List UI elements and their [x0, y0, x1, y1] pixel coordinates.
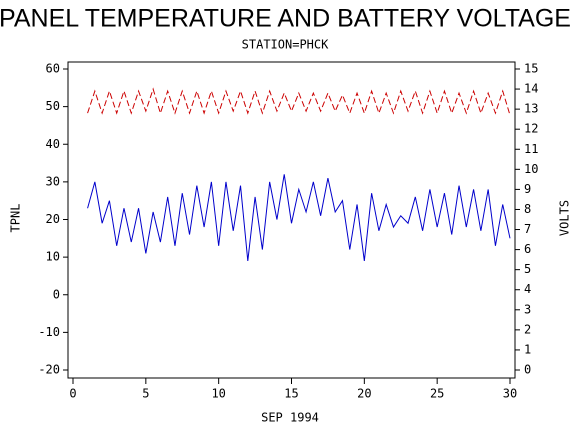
y2-tick-label: 1 [524, 342, 531, 356]
y-tick-label: 0 [53, 287, 60, 301]
y-tick-label: 10 [46, 250, 60, 264]
series-line [87, 87, 511, 116]
y2-tick-label: 9 [524, 182, 531, 196]
y2-tick-label: 2 [524, 322, 531, 336]
y2-tick-label: 3 [524, 302, 531, 316]
x-tick-label: 10 [211, 387, 225, 401]
y2-axis-label: VOLTS [558, 200, 570, 236]
chart-subtitle: STATION=PHCK [242, 38, 329, 52]
y-tick-label: 60 [46, 62, 60, 76]
y2-tick-label: 5 [524, 262, 531, 276]
y2-tick-label: 4 [524, 282, 531, 296]
y2-tick-label: 10 [524, 162, 538, 176]
y2-tick-label: 15 [524, 62, 538, 76]
x-tick-label: 20 [357, 387, 371, 401]
x-tick-label: 15 [284, 387, 298, 401]
chart-title: PANEL TEMPERATURE AND BATTERY VOLTAGE [0, 5, 570, 33]
y-tick-label: -20 [38, 363, 60, 377]
y2-tick-label: 11 [524, 142, 538, 156]
y2-tick-label: 12 [524, 122, 538, 136]
x-tick-label: 30 [503, 387, 517, 401]
y-tick-label: -10 [38, 325, 60, 339]
y-tick-label: 40 [46, 137, 60, 151]
x-tick-label: 25 [430, 387, 444, 401]
y2-tick-label: 7 [524, 222, 531, 236]
y-axis-label: TPNL [9, 204, 23, 233]
y-tick-label: 20 [46, 212, 60, 226]
x-tick-label: 0 [69, 387, 76, 401]
y-tick-label: 50 [46, 99, 60, 113]
series-line [87, 174, 511, 261]
y2-tick-label: 14 [524, 82, 538, 96]
x-axis-label: SEP 1994 [261, 411, 319, 425]
y2-tick-label: 0 [524, 363, 531, 377]
x-tick-label: 5 [142, 387, 149, 401]
y-tick-label: 30 [46, 174, 60, 188]
y2-tick-label: 6 [524, 242, 531, 256]
y2-tick-label: 8 [524, 202, 531, 216]
y2-tick-label: 13 [524, 102, 538, 116]
